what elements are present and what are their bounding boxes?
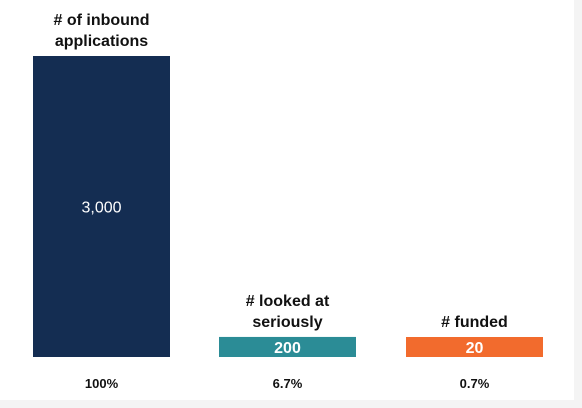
category-label-2: # looked at seriously xyxy=(246,293,330,331)
value-label-1: 3,000 xyxy=(81,200,121,217)
value-label-3: 20 xyxy=(466,340,484,357)
bar-1 xyxy=(33,56,170,357)
funnel-bar-chart: 3,000 # of inbound applications 100% 200 # lo… xyxy=(33,12,543,391)
chart-area: 3,000 # of inbound applications 100% 200 # lo… xyxy=(0,0,574,400)
category-label-line: seriously xyxy=(252,314,322,331)
value-label-2: 200 xyxy=(274,340,301,357)
category-label-line: # funded xyxy=(441,314,508,331)
bar-3 xyxy=(406,337,543,357)
category-label-1: # of inbound applications xyxy=(54,12,150,50)
category-label-line: applications xyxy=(55,33,148,50)
bar-2 xyxy=(219,336,356,357)
category-label-3: # funded xyxy=(441,314,508,331)
category-label-line: # looked at xyxy=(246,293,330,310)
bars xyxy=(33,56,543,357)
labels: 3,000 # of inbound applications 100% 200 # lo… xyxy=(54,12,508,391)
percent-label-3: 0.7% xyxy=(460,376,490,391)
category-label-line: # of inbound xyxy=(54,12,150,29)
percent-label-1: 100% xyxy=(85,376,119,391)
percent-label-2: 6.7% xyxy=(273,376,303,391)
